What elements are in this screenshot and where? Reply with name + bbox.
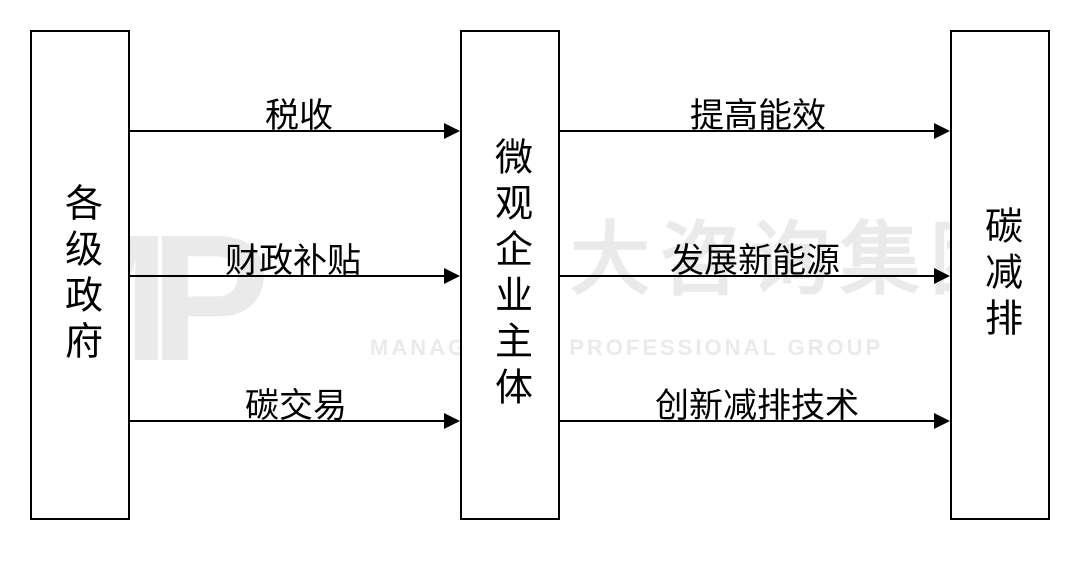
node-enterprise-label: 微观企业主体 — [483, 137, 538, 413]
edge-tax-arrow — [444, 123, 460, 139]
edge-new-energy-arrow — [934, 268, 950, 284]
edge-innovation-label: 创新减排技术 — [655, 378, 859, 427]
edge-efficiency-label: 提高能效 — [690, 88, 826, 137]
node-government-label: 各级政府 — [53, 183, 108, 367]
edge-subsidy-label: 财政补贴 — [225, 233, 361, 282]
node-government: 各级政府 — [30, 30, 130, 520]
edge-carbon-trade-label: 碳交易 — [245, 378, 347, 427]
edge-carbon-trade-arrow — [444, 413, 460, 429]
edge-new-energy-label: 发展新能源 — [670, 233, 840, 282]
edge-innovation-arrow — [934, 413, 950, 429]
flowchart-diagram: MP 中大咨询集团 MANAGEMENT PROFESSIONAL GROUP … — [0, 0, 1080, 572]
node-enterprise: 微观企业主体 — [460, 30, 560, 520]
edge-tax-label: 税收 — [265, 88, 333, 137]
node-carbon-reduction-label: 碳减排 — [973, 206, 1028, 344]
watermark-en-text: MANAGEMENT PROFESSIONAL GROUP — [370, 335, 883, 361]
edge-subsidy-arrow — [444, 268, 460, 284]
edge-efficiency-arrow — [934, 123, 950, 139]
node-carbon-reduction: 碳减排 — [950, 30, 1050, 520]
